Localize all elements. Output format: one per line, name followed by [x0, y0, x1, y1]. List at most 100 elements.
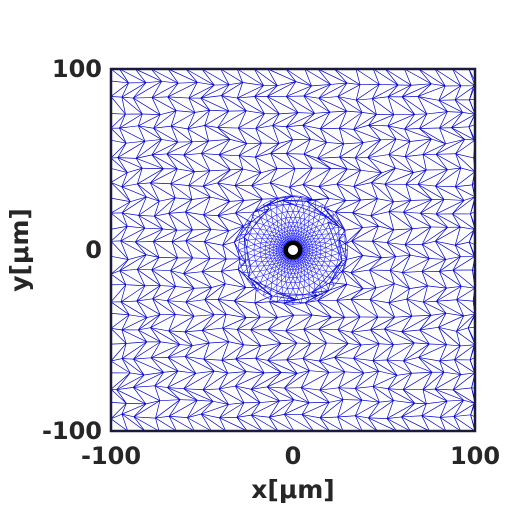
- refined-mesh-edge: [295, 226, 299, 231]
- mesh-edge: [403, 357, 419, 362]
- mesh-edge: [317, 142, 327, 159]
- refined-mesh-edge: [309, 252, 313, 254]
- refined-mesh-edge: [282, 294, 286, 304]
- mesh-edge: [217, 168, 244, 184]
- mesh-edge: [401, 329, 420, 333]
- mesh-edge: [405, 154, 424, 157]
- refined-mesh-edge: [307, 249, 310, 252]
- refined-mesh-edge: [284, 268, 288, 273]
- refined-mesh-edge: [240, 227, 244, 235]
- refined-mesh-edge: [301, 255, 303, 258]
- refined-mesh-edge: [276, 285, 283, 288]
- mesh-edge: [285, 68, 297, 82]
- mesh-edge: [135, 68, 147, 83]
- mesh-edge: [269, 301, 294, 316]
- refined-mesh-edge: [320, 286, 323, 296]
- refined-mesh-edge: [282, 235, 286, 237]
- refined-mesh-edge: [307, 223, 313, 227]
- refined-mesh-edge: [316, 272, 323, 276]
- mesh-edge: [270, 153, 278, 169]
- mesh-edge: [188, 185, 193, 200]
- refined-mesh-edge: [261, 261, 265, 266]
- mesh-edge: [150, 314, 176, 328]
- mesh-edge: [234, 168, 244, 186]
- refined-mesh-edge: [316, 234, 319, 239]
- refined-mesh-edge: [295, 282, 299, 289]
- mesh-edge: [235, 198, 263, 214]
- mesh-edge: [254, 302, 261, 318]
- mesh-edge: [188, 97, 196, 113]
- refined-mesh-edge: [279, 234, 282, 239]
- central-hole-marker: [283, 240, 303, 260]
- mesh-edge: [464, 138, 476, 141]
- mesh-edge: [133, 371, 164, 388]
- mesh-edge: [130, 196, 147, 203]
- refined-mesh-edge: [269, 264, 273, 269]
- refined-mesh-edge: [338, 253, 348, 258]
- mesh-edge: [178, 81, 198, 84]
- mesh-edge: [183, 258, 211, 274]
- mesh-edge: [133, 416, 156, 419]
- mesh-edge: [167, 96, 196, 113]
- mesh-edge: [318, 84, 331, 99]
- mesh-edge: [420, 212, 437, 215]
- refined-mesh-edge: [247, 238, 256, 241]
- refined-mesh-edge: [281, 223, 286, 226]
- refined-mesh-edge: [281, 266, 283, 271]
- mesh-edge: [372, 360, 398, 376]
- mesh-edge: [438, 99, 463, 113]
- refined-mesh-edge: [338, 242, 348, 247]
- refined-mesh-edge: [279, 263, 284, 266]
- mesh-edge: [353, 172, 382, 187]
- refined-mesh-edge: [278, 268, 282, 271]
- refined-mesh-edge: [297, 236, 300, 239]
- refined-mesh-edge: [307, 270, 312, 274]
- mesh-edge: [187, 400, 198, 418]
- refined-mesh-edge: [298, 231, 302, 235]
- refined-mesh-edge: [302, 292, 310, 296]
- mesh-edge: [334, 343, 349, 358]
- mesh-edge: [222, 317, 247, 329]
- refined-mesh-edge: [290, 233, 293, 237]
- mesh-edge: [138, 125, 162, 140]
- refined-mesh-edge: [302, 251, 305, 253]
- refined-mesh-edge: [292, 273, 295, 278]
- refined-mesh-edge: [257, 228, 261, 235]
- mesh-edge: [350, 272, 364, 289]
- mesh-edge: [209, 341, 229, 344]
- refined-mesh-edge: [263, 204, 266, 214]
- mesh-edge: [188, 185, 211, 198]
- refined-mesh-edge: [280, 240, 283, 243]
- mesh-edge: [167, 68, 198, 83]
- refined-mesh-edge: [260, 228, 267, 231]
- mesh-edge: [150, 341, 161, 358]
- refined-mesh-edge: [255, 238, 263, 240]
- mesh-edge: [417, 169, 427, 185]
- refined-mesh-edge: [309, 260, 313, 265]
- mesh-edge: [185, 211, 212, 230]
- mesh-edge: [185, 240, 193, 259]
- mesh-edge: [185, 196, 211, 213]
- mesh-edge: [410, 254, 430, 259]
- refined-mesh-edge: [290, 263, 293, 267]
- mesh-edge: [439, 417, 447, 432]
- refined-mesh-edge: [308, 253, 310, 256]
- mesh-edge: [110, 157, 128, 173]
- mesh-edge: [203, 182, 218, 187]
- refined-mesh-edge: [287, 268, 291, 270]
- refined-mesh-edge: [269, 254, 274, 256]
- refined-mesh-edge: [269, 246, 274, 249]
- mesh-edge: [435, 185, 445, 200]
- refined-mesh-edge: [325, 208, 330, 218]
- refined-mesh-edge: [259, 252, 262, 258]
- refined-mesh-edge: [257, 290, 264, 296]
- mesh-edge: [168, 213, 193, 231]
- mesh-edge: [422, 285, 428, 303]
- mesh-edge: [406, 298, 432, 316]
- mesh-edge: [110, 301, 130, 316]
- mesh-edge: [204, 299, 215, 315]
- mesh-edge: [285, 314, 313, 332]
- refined-mesh-edge: [321, 261, 325, 266]
- mesh-edge: [236, 68, 243, 83]
- mesh-edge: [368, 417, 378, 432]
